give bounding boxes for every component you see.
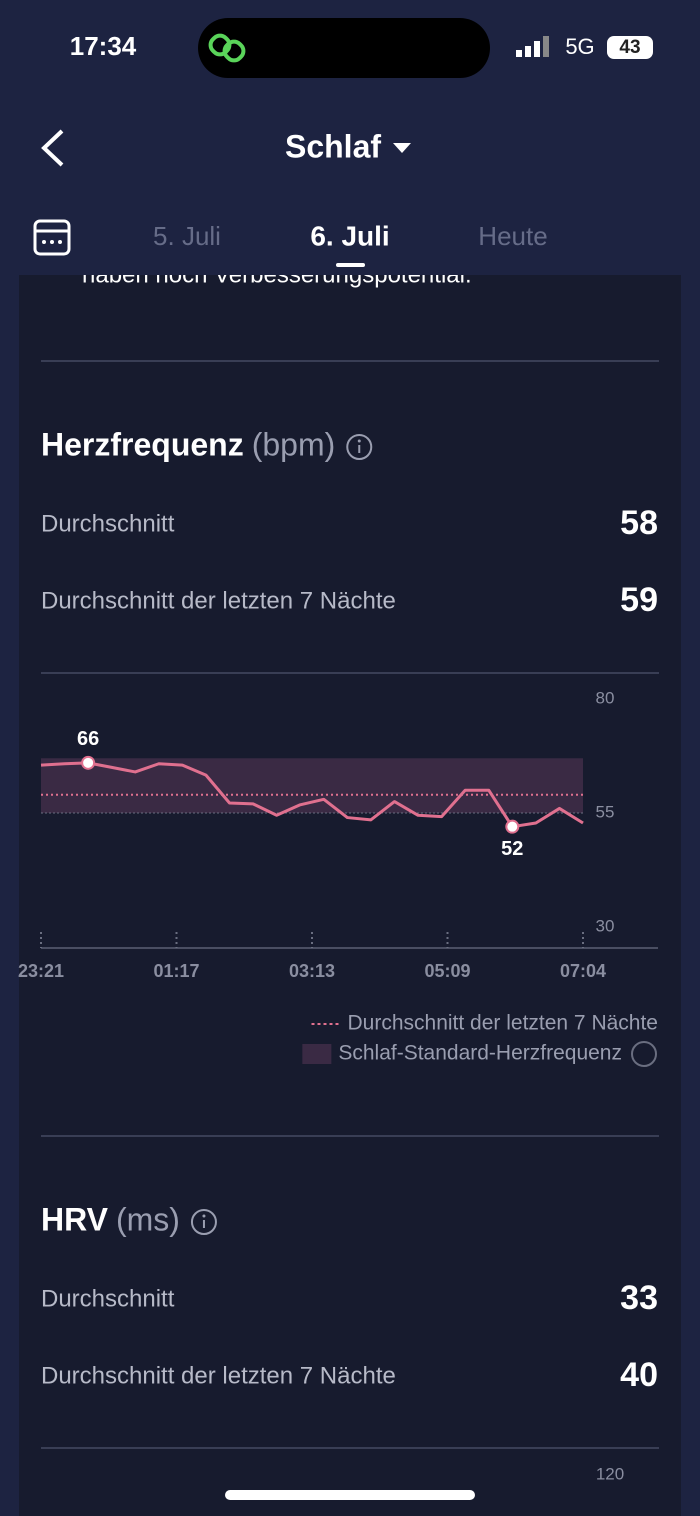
x-tick-label: 01:17 bbox=[153, 961, 199, 981]
tab[interactable]: Heute bbox=[478, 221, 547, 251]
section-title: Herzfrequenz bbox=[41, 426, 244, 462]
calendar-button[interactable] bbox=[33, 219, 71, 256]
dropdown-arrow[interactable] bbox=[393, 143, 411, 153]
signal bbox=[516, 36, 549, 57]
network: 5G bbox=[565, 34, 594, 59]
section-unit: (ms) bbox=[116, 1201, 180, 1237]
section-title: HRV bbox=[41, 1201, 109, 1237]
row-value: 33 bbox=[620, 1279, 658, 1317]
x-tick-label: 05:09 bbox=[424, 961, 470, 981]
battery-level: 43 bbox=[619, 37, 640, 58]
tab-indicator bbox=[336, 263, 365, 267]
time: 17:34 bbox=[70, 31, 137, 61]
row-label: Durchschnitt der letzten 7 Nächte bbox=[41, 1362, 396, 1389]
back-button[interactable] bbox=[41, 129, 64, 167]
calendar-dots bbox=[42, 240, 62, 244]
tab[interactable]: 5. Juli bbox=[153, 221, 221, 251]
y-tick-label: 30 bbox=[596, 916, 615, 935]
app-icon bbox=[208, 33, 246, 63]
x-tick-label: 23:21 bbox=[18, 961, 64, 981]
info-icon bbox=[357, 439, 361, 443]
dividers bbox=[41, 360, 659, 1449]
row-label: Durchschnitt bbox=[41, 510, 175, 537]
home-indicator bbox=[225, 1490, 475, 1500]
tab-active[interactable]: 6. Juli bbox=[310, 220, 389, 251]
section-unit: (bpm) bbox=[252, 426, 336, 462]
legend-swatch bbox=[302, 1044, 332, 1064]
extreme-point bbox=[81, 755, 96, 770]
extreme-label: 52 bbox=[501, 838, 523, 860]
battery bbox=[607, 36, 653, 59]
extreme-point bbox=[505, 819, 520, 834]
row-value: 40 bbox=[620, 1356, 658, 1394]
island bbox=[198, 18, 490, 78]
legend-label: Durchschnitt der letzten 7 Nächte bbox=[348, 1012, 659, 1035]
legend-label: Schlaf-Standard-Herzfrequenz bbox=[338, 1042, 622, 1065]
y-tick-label: 80 bbox=[596, 688, 615, 707]
extreme-label: 66 bbox=[77, 728, 99, 750]
header-title[interactable]: Schlaf bbox=[285, 128, 381, 164]
row-label: Durchschnitt der letzten 7 Nächte bbox=[41, 587, 396, 614]
y-tick-label: 120 bbox=[596, 1464, 624, 1483]
info-icon bbox=[202, 1214, 206, 1218]
info-icon bbox=[631, 1041, 657, 1067]
row-value: 58 bbox=[620, 504, 658, 542]
x-tick-label: 07:04 bbox=[560, 961, 606, 981]
heart-rate-line bbox=[40, 761, 584, 829]
row-label: Durchschnitt bbox=[41, 1285, 175, 1312]
card bbox=[19, 275, 681, 1516]
info-icon bbox=[190, 1209, 217, 1235]
row-value: 59 bbox=[620, 581, 658, 619]
y-tick-label: 55 bbox=[596, 802, 615, 821]
info-icon bbox=[346, 434, 373, 460]
x-tick-label: 03:13 bbox=[289, 961, 335, 981]
standard-range bbox=[41, 758, 583, 813]
